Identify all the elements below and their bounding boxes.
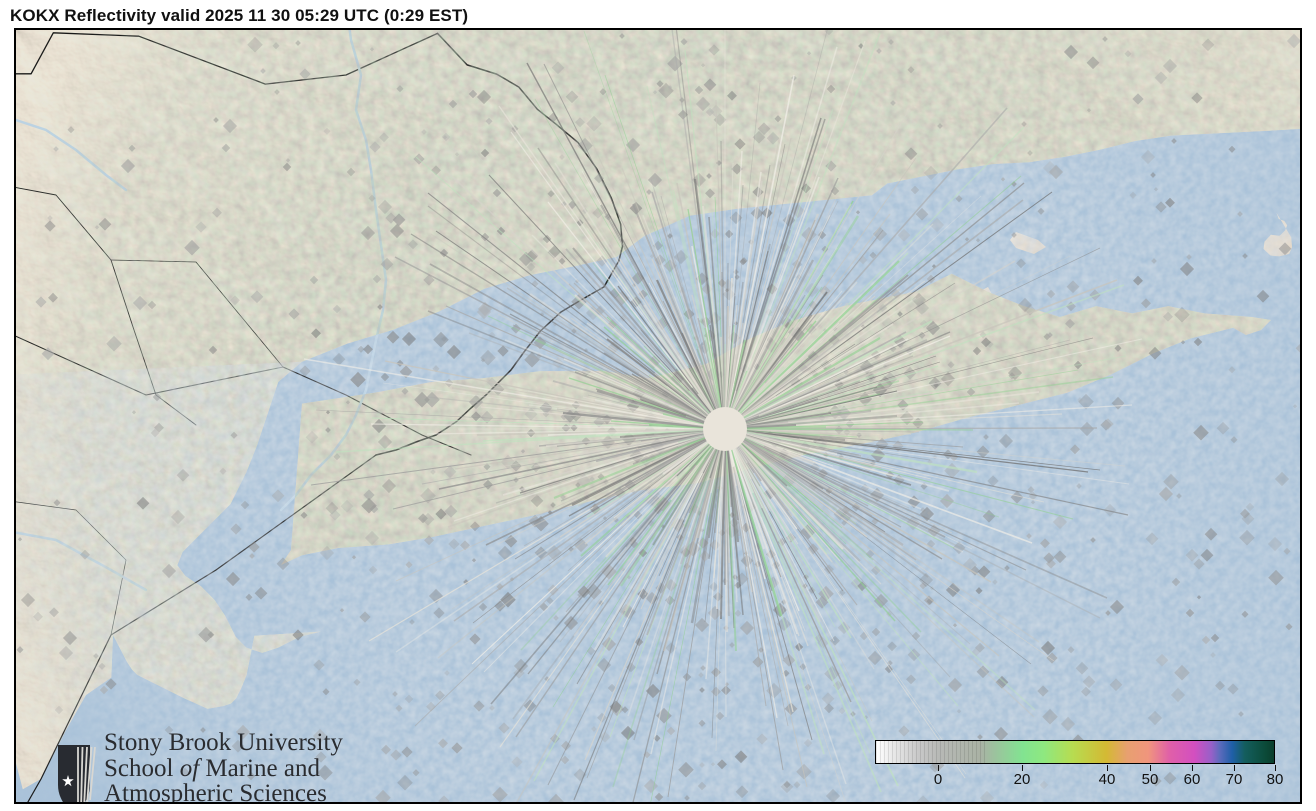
svg-text:Stony Brook University: Stony Brook University <box>104 729 343 756</box>
svg-text:School of Marine and: School of Marine and <box>104 755 320 782</box>
svg-text:Atmospheric Sciences: Atmospheric Sciences <box>104 780 327 804</box>
